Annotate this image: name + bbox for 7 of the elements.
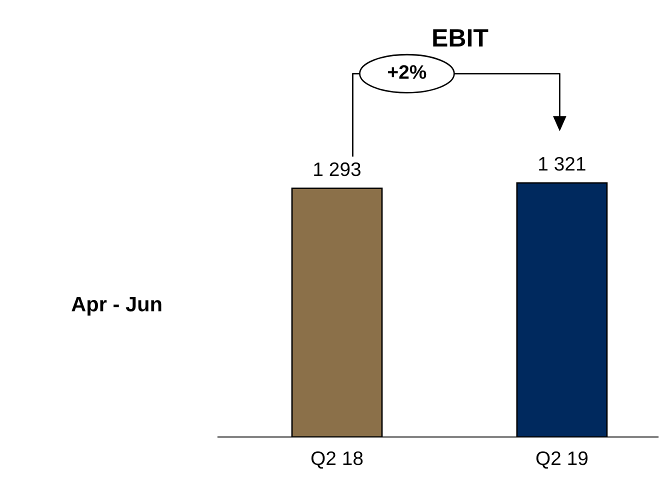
y-axis-title: Apr - Jun xyxy=(72,296,162,316)
data-label: 1 321 xyxy=(539,156,586,171)
text: +2% xyxy=(388,65,426,79)
data-label: 1 293 xyxy=(314,162,360,176)
x-tick-label: Q2 18 xyxy=(311,451,363,469)
x-tick-label: Q2 19 xyxy=(536,451,588,469)
chart-title: EBIT xyxy=(433,29,488,46)
